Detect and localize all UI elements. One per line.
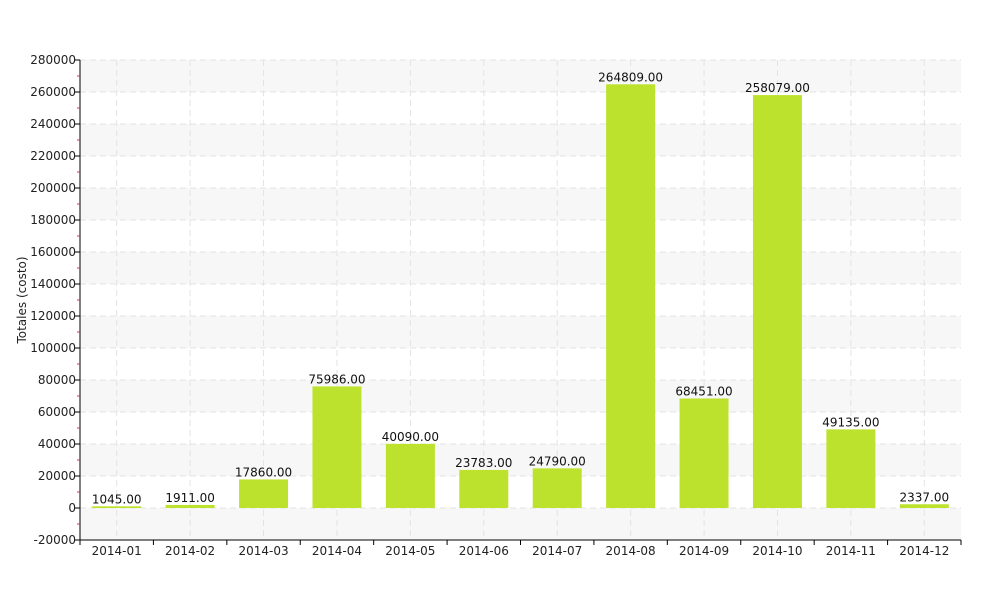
y-tick-label: 60000 [38, 405, 76, 419]
bar-2014-01 [92, 506, 142, 508]
axes [75, 59, 962, 545]
data-labels: 1045.00 1911.00 17860.00 75986.00 40090.00 23… [92, 70, 949, 506]
data-label-2014-05: 40090.00 [382, 430, 439, 444]
data-label-2014-01: 1045.00 [92, 492, 142, 506]
x-tick-label-2014-03: 2014-03 [238, 544, 288, 558]
bar-2014-06 [459, 469, 509, 508]
data-label-2014-10: 258079.00 [745, 81, 810, 95]
data-label-2014-09: 68451.00 [675, 384, 732, 398]
y-tick-label: 220000 [30, 149, 76, 163]
background-band [80, 444, 961, 476]
background-band [80, 188, 961, 220]
x-tick-label-2014-12: 2014-12 [899, 544, 949, 558]
background-band [80, 316, 961, 348]
background-band [80, 60, 961, 92]
y-tick-label: 260000 [30, 85, 76, 99]
bar-2014-08 [606, 84, 656, 508]
bar-2014-07 [532, 468, 582, 508]
x-tick-label-2014-04: 2014-04 [312, 544, 362, 558]
data-label-2014-02: 1911.00 [165, 491, 215, 505]
x-tick-label-2014-10: 2014-10 [752, 544, 802, 558]
bar-2014-03 [239, 479, 289, 508]
x-tick-label-2014-05: 2014-05 [385, 544, 435, 558]
y-tick-label: 240000 [30, 117, 76, 131]
x-tick-label-2014-09: 2014-09 [679, 544, 729, 558]
y-tick-label: 180000 [30, 213, 76, 227]
y-tick-label: 120000 [30, 309, 76, 323]
bar-2014-05 [385, 443, 435, 508]
data-label-2014-08: 264809.00 [598, 70, 663, 84]
x-tick-label-2014-02: 2014-02 [165, 544, 215, 558]
background-band [80, 380, 961, 412]
y-tick-label: 0 [68, 501, 76, 515]
bar-2014-04 [312, 386, 362, 508]
bar-2014-02 [165, 504, 215, 508]
data-label-2014-12: 2337.00 [899, 490, 949, 504]
y-tick-label: -20000 [33, 533, 76, 547]
y-tick-label: 280000 [30, 53, 76, 67]
data-label-2014-06: 23783.00 [455, 456, 512, 470]
y-tick-label: 20000 [38, 469, 76, 483]
x-tick-labels: 2014-01 2014-02 2014-03 2014-04 2014-05 2014-… [92, 544, 950, 558]
y-tick-labels: -20000 0 20000 40000 60000 80000 100000 120000 1… [30, 53, 76, 547]
bar-2014-10 [752, 95, 802, 508]
background-band [80, 508, 961, 540]
y-tick-label: 140000 [30, 277, 76, 291]
y-tick-label: 160000 [30, 245, 76, 259]
bar-2014-09 [679, 398, 729, 508]
x-tick-label-2014-06: 2014-06 [459, 544, 509, 558]
y-tick-label: 40000 [38, 437, 76, 451]
data-label-2014-07: 24790.00 [529, 454, 586, 468]
x-tick-label-2014-07: 2014-07 [532, 544, 582, 558]
x-tick-label-2014-11: 2014-11 [826, 544, 876, 558]
data-label-2014-11: 49135.00 [822, 415, 879, 429]
bars [92, 84, 949, 508]
bar-2014-12 [899, 504, 949, 508]
background-band [80, 124, 961, 156]
y-tick-label: 100000 [30, 341, 76, 355]
plot-background-bands [80, 60, 961, 540]
background-band [80, 252, 961, 284]
data-label-2014-03: 17860.00 [235, 465, 292, 479]
x-tick-label-2014-01: 2014-01 [92, 544, 142, 558]
x-tick-label-2014-08: 2014-08 [606, 544, 656, 558]
y-tick-label: 200000 [30, 181, 76, 195]
bar-2014-11 [826, 429, 876, 508]
y-axis-title: Totales (costo) [15, 256, 29, 344]
data-label-2014-04: 75986.00 [308, 372, 365, 386]
y-tick-label: 80000 [38, 373, 76, 387]
